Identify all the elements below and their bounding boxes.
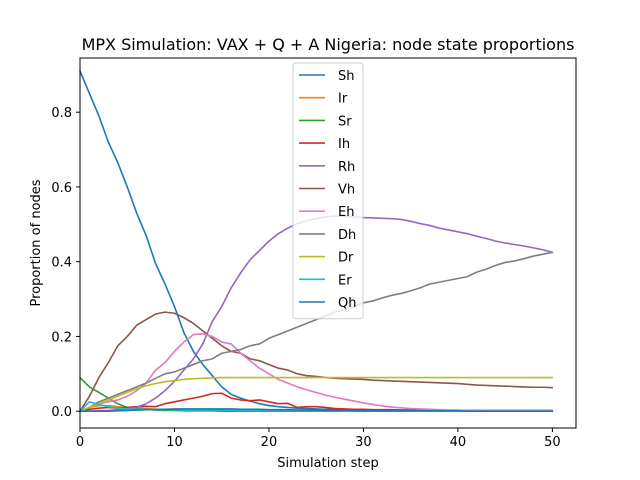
y-axis-label: Proportion of nodes: [29, 179, 44, 306]
legend-label-ir: Ir: [338, 92, 348, 107]
series-line-vh: [79, 311, 554, 412]
y-axis: 0.0 0.2 0.4 0.6 0.8: [51, 106, 80, 420]
legend-label-dr: Dr: [338, 251, 354, 266]
chart-title: MPX Simulation: VAX + Q + A Nigeria: nod…: [82, 35, 575, 54]
axes-frame: [79, 57, 577, 429]
y-tick-label: 0.4: [51, 256, 72, 271]
legend-label-sh: Sh: [338, 69, 355, 84]
x-tick-label: 40: [450, 435, 467, 450]
legend-label-qh: Qh: [338, 296, 356, 311]
x-tick-label: 10: [166, 435, 183, 450]
legend-label-eh: Eh: [338, 205, 354, 220]
x-axis-label: Simulation step: [277, 456, 379, 471]
legend-label-sr: Sr: [338, 114, 352, 129]
x-tick-label: 0: [76, 435, 84, 450]
legend-label-rh: Rh: [338, 160, 355, 175]
legend: Sh Ir Sr Ih Rh Vh Eh Dh Dr Er Qh: [292, 62, 364, 320]
y-tick-label: 0.2: [51, 330, 72, 345]
x-tick-label: 30: [355, 435, 372, 450]
legend-label-ih: Ih: [338, 137, 350, 152]
legend-label-dh: Dh: [338, 228, 356, 243]
series-line-dh: [79, 251, 554, 412]
x-tick-label: 20: [261, 435, 278, 450]
x-axis: 0 10 20 30 40 50: [76, 428, 561, 450]
y-tick-label: 0.6: [51, 181, 72, 196]
series-layer: [79, 70, 554, 412]
series-line-dr: [79, 376, 554, 412]
series-line-qh: [79, 408, 554, 412]
y-tick-label: 0.0: [51, 405, 72, 420]
y-tick-label: 0.8: [51, 106, 72, 121]
legend-label-er: Er: [338, 273, 352, 288]
legend-box: [292, 62, 364, 320]
x-tick-label: 50: [544, 435, 561, 450]
legend-label-vh: Vh: [338, 183, 355, 198]
